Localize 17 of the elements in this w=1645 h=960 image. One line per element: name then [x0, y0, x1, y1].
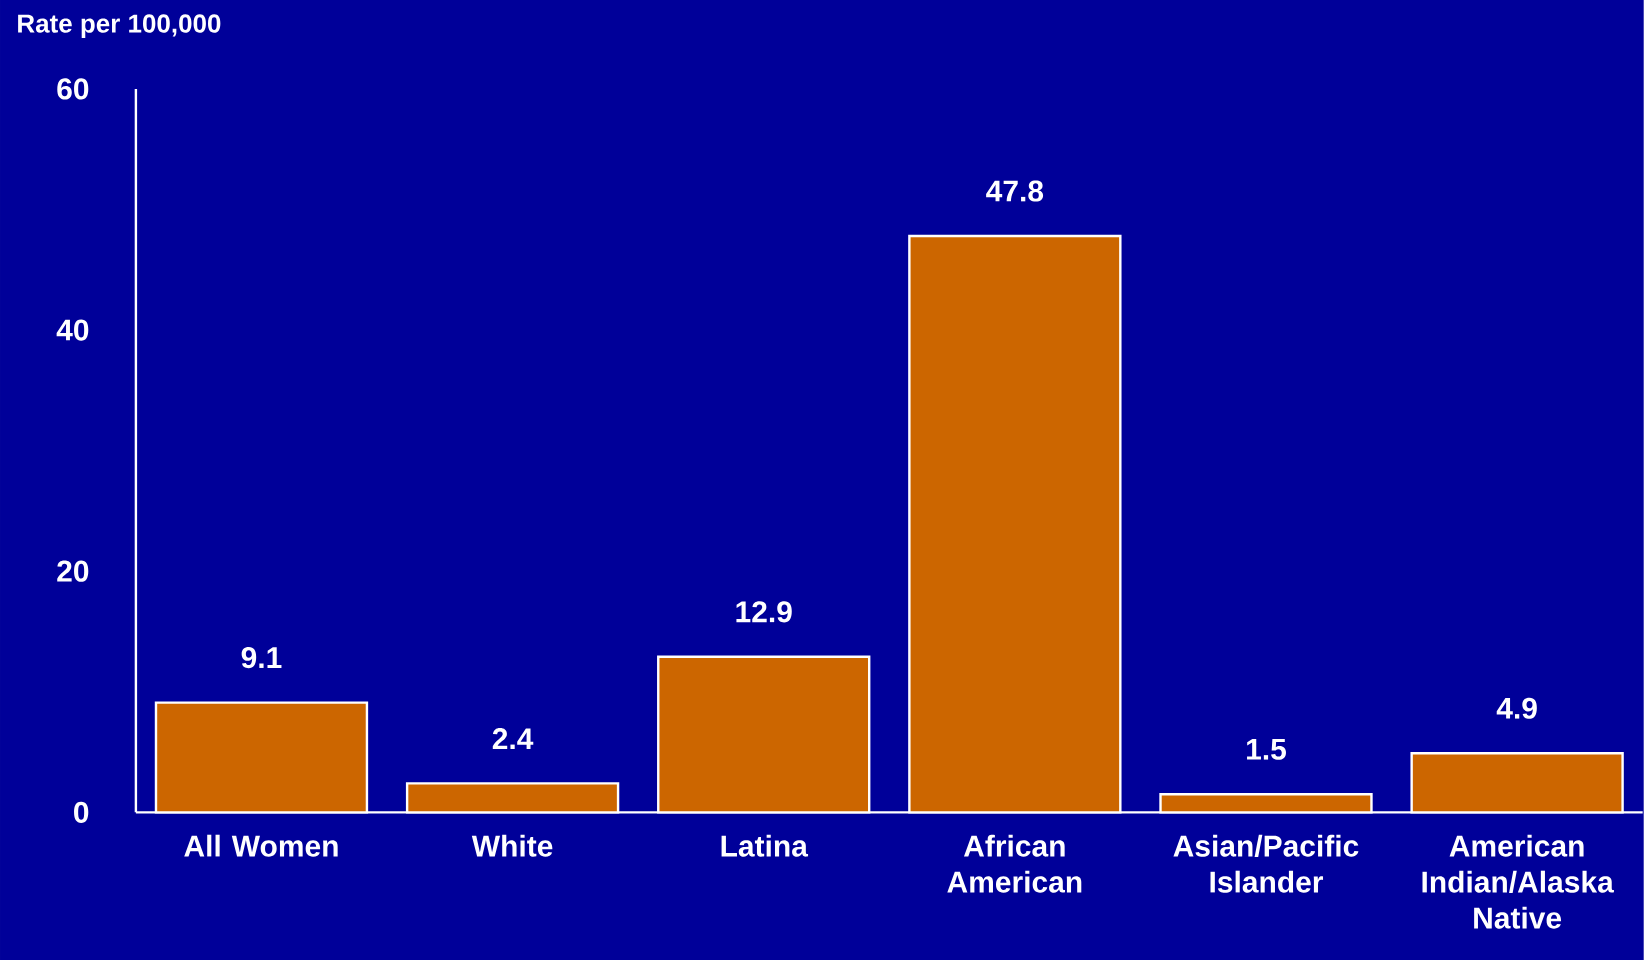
y-tick-label: 60: [57, 78, 89, 100]
data-label: 12.9: [736, 601, 792, 623]
x-tick-label: African American: [947, 834, 1082, 893]
x-tick-label: Asian/Pacific Islander: [1173, 834, 1359, 893]
data-label: 1.5: [1247, 738, 1286, 760]
y-tick-label: 0: [74, 801, 89, 823]
y-axis-title: Rate per 100,000: [18, 14, 221, 38]
x-tick-label: American Indian/Alaska Native: [1422, 834, 1614, 929]
data-label: 47.8: [986, 180, 1044, 202]
x-tick-label: Latina: [721, 834, 809, 857]
y-tick-label: 40: [56, 319, 89, 341]
x-tick-label: All Women: [184, 834, 338, 857]
data-label: 2.4: [492, 727, 534, 749]
data-label: 4.9: [1496, 697, 1537, 719]
x-tick-label: White: [471, 834, 553, 857]
y-tick-label: 20: [57, 560, 89, 582]
data-label: 9.1: [241, 646, 282, 669]
